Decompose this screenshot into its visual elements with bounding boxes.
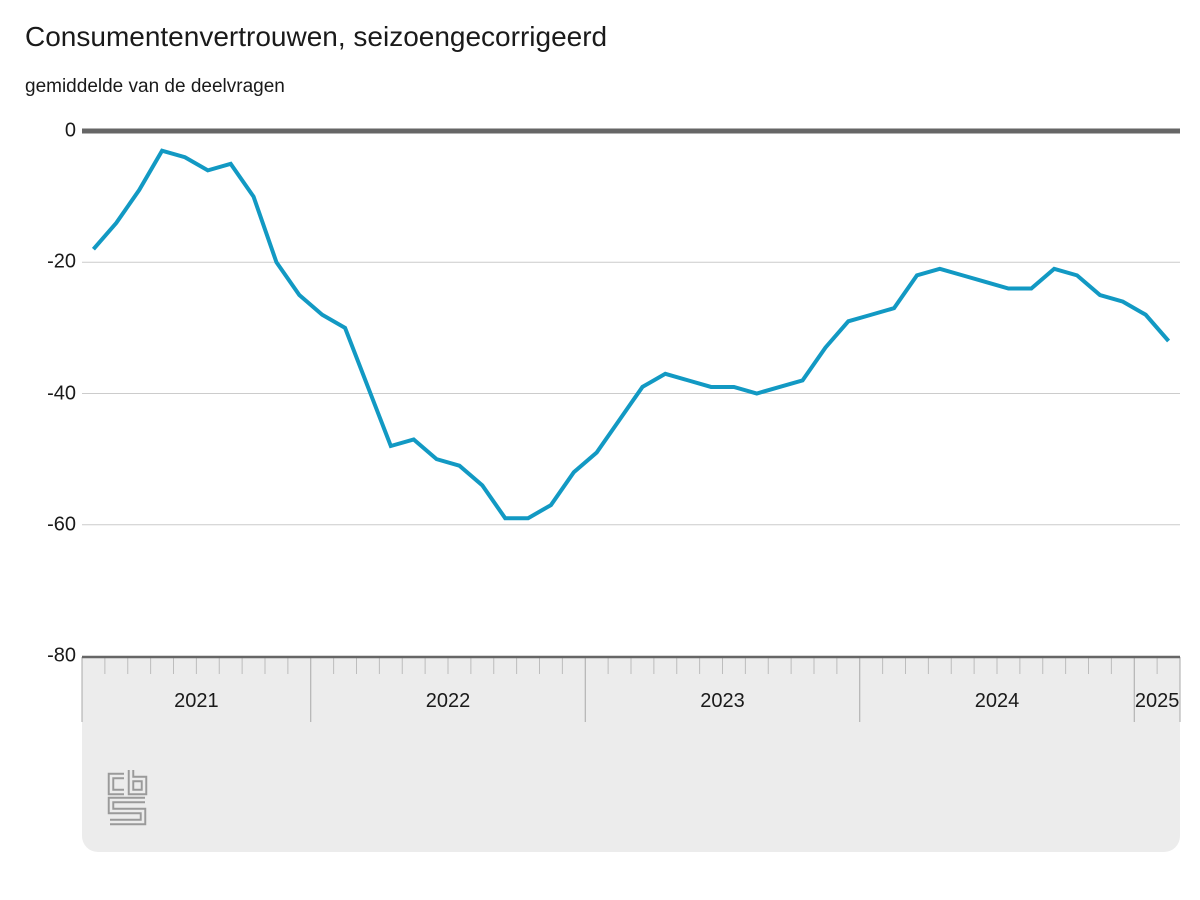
consumer-confidence-line bbox=[91, 148, 1171, 521]
year-label: 2023 bbox=[700, 690, 745, 712]
x-axis-band: 2021 2022 2023 2024 2025 bbox=[82, 657, 1180, 852]
y-axis-label: -40 bbox=[47, 382, 76, 404]
year-label: 2021 bbox=[174, 690, 219, 712]
year-label: 2024 bbox=[974, 690, 1020, 712]
y-axis-label: -20 bbox=[47, 250, 76, 273]
y-axis-label: -60 bbox=[47, 513, 76, 536]
y-axis-label: -80 bbox=[47, 644, 76, 667]
chart-title: Consumentenvertrouwen, seizoengecorrigee… bbox=[25, 21, 608, 52]
y-axis-label: 0 bbox=[64, 119, 76, 142]
year-label: 2022 bbox=[425, 690, 471, 712]
cbs-logo-icon bbox=[103, 767, 153, 832]
year-label: 2025 bbox=[1134, 690, 1180, 712]
chart-subtitle: gemiddelde van de deelvragen bbox=[25, 76, 285, 97]
